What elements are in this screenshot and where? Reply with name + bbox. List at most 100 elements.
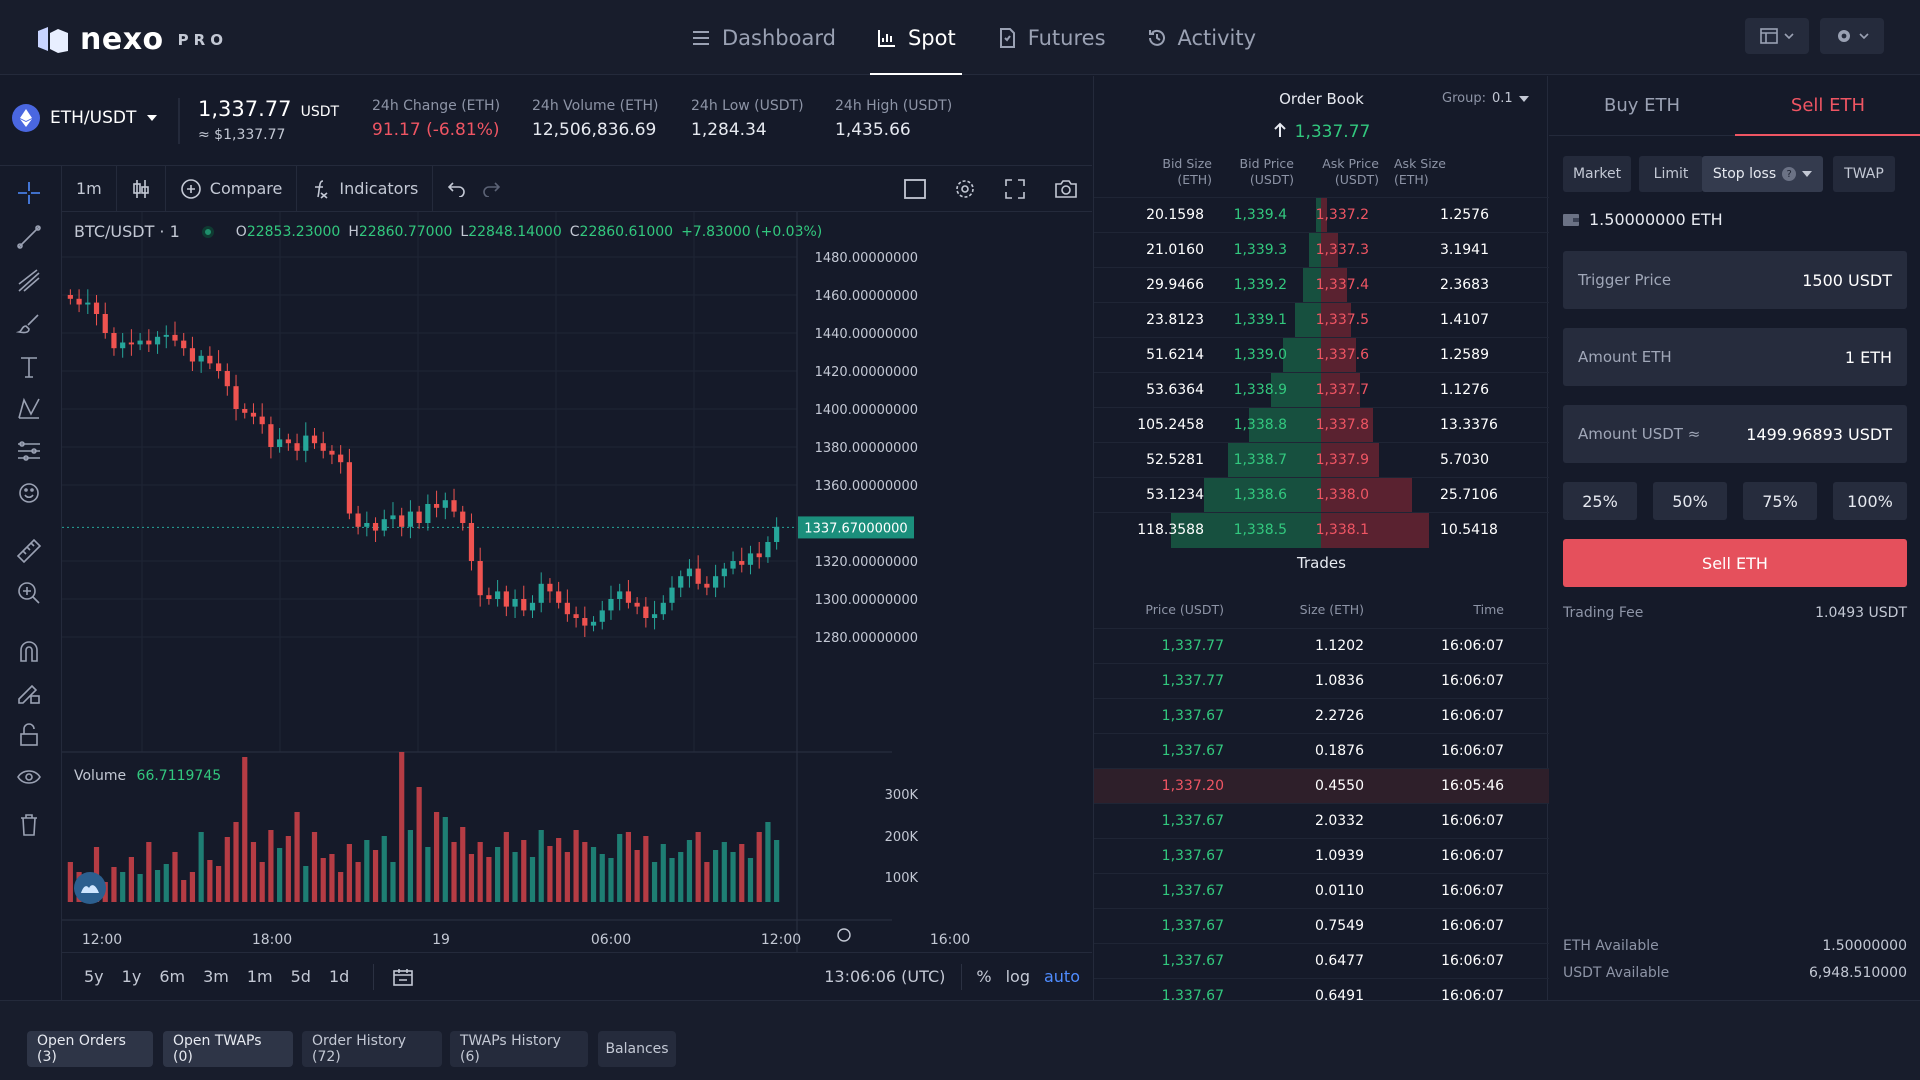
order-book-title: Order Book: [1279, 90, 1364, 108]
lock-tool[interactable]: [12, 718, 46, 752]
tab-balances[interactable]: Balances: [598, 1031, 676, 1067]
price-chart[interactable]: 1480.00000000 1460.00000000 1440.00000000 1…: [62, 212, 1092, 952]
sell-tab[interactable]: Sell ETH: [1735, 76, 1920, 136]
trade-size-cell: 0.7549: [1315, 918, 1364, 934]
nav-label: Dashboard: [722, 25, 836, 50]
redo-button[interactable]: [481, 166, 515, 212]
log-scale-toggle[interactable]: log: [1005, 967, 1030, 986]
bid-depth-bar: [1309, 233, 1321, 268]
fullscreen-rect-button[interactable]: [890, 166, 940, 212]
indicators-button[interactable]: Indicators: [297, 165, 434, 212]
tradingview-logo-icon[interactable]: [74, 872, 106, 904]
trade-price-cell: 1,337.77: [1161, 638, 1224, 654]
order-book-row[interactable]: 51.6214 1,339.0 1,337.6 1.2589: [1094, 337, 1549, 373]
undo-button[interactable]: [433, 166, 481, 212]
pct-75-button[interactable]: 75%: [1743, 482, 1817, 520]
nav-spot[interactable]: Spot: [869, 0, 962, 75]
tab-open-twaps[interactable]: Open TWAPs (0): [163, 1031, 293, 1067]
pair-selector[interactable]: ETH/USDT: [12, 104, 158, 132]
pattern-tool[interactable]: [12, 392, 46, 426]
top-navigation: nexo PRO Dashboard Spot Futures Activity: [0, 0, 1920, 75]
text-tool[interactable]: [12, 350, 46, 384]
candlestick-chart[interactable]: 1480.00000000 1460.00000000 1440.00000000 1…: [62, 212, 1092, 952]
bid-depth-bar: [1271, 373, 1321, 408]
fullscreen-button[interactable]: [990, 166, 1040, 212]
volume-bar: [669, 858, 675, 902]
order-book-row[interactable]: 29.9466 1,339.2 1,337.4 2.3683: [1094, 267, 1549, 303]
range-6m[interactable]: 6m: [159, 967, 186, 986]
percent-scale-toggle[interactable]: %: [976, 967, 992, 986]
ruler-tool[interactable]: [12, 534, 46, 568]
pct-25-button[interactable]: 25%: [1563, 482, 1637, 520]
candle-body: [364, 523, 370, 527]
settings-button[interactable]: [1820, 18, 1884, 54]
order-book-row[interactable]: 118.3588 1,338.5 1,338.1 10.5418: [1094, 512, 1549, 548]
trigger-price-field[interactable]: Trigger Price 1500 USDT: [1563, 251, 1907, 309]
available-balance: 1.50000000 ETH: [1563, 210, 1723, 229]
layout-button[interactable]: [1745, 18, 1809, 54]
interval-selector[interactable]: 1m: [62, 165, 117, 212]
range-1d[interactable]: 1d: [328, 967, 350, 986]
order-book-row[interactable]: 53.6364 1,338.9 1,337.7 1.1276: [1094, 372, 1549, 408]
stat-24h-change: 24h Change (ETH) 91.17 (-6.81%): [372, 98, 500, 140]
fib-tool[interactable]: [12, 264, 46, 298]
buy-tab[interactable]: Buy ETH: [1549, 76, 1735, 136]
order-book-row[interactable]: 20.1598 1,339.4 1,337.2 1.2576: [1094, 197, 1549, 233]
utc-clock[interactable]: 13:06:06 (UTC): [824, 967, 946, 986]
ask-size-cell: 10.5418: [1440, 522, 1498, 538]
nav-futures[interactable]: Futures: [996, 0, 1106, 75]
chart-settings-button[interactable]: [940, 166, 990, 212]
help-icon[interactable]: ?: [1782, 167, 1797, 181]
ask-size-cell: 1.4107: [1440, 312, 1489, 328]
delete-tool[interactable]: [12, 808, 46, 842]
chart-type-button[interactable]: [117, 165, 166, 212]
order-book-row[interactable]: 53.1234 1,338.6 1,338.0 25.7106: [1094, 477, 1549, 513]
order-type-twap[interactable]: TWAP: [1833, 156, 1895, 192]
tab-order-history[interactable]: Order History (72): [302, 1031, 442, 1067]
range-3m[interactable]: 3m: [203, 967, 229, 986]
prediction-tool[interactable]: [12, 434, 46, 468]
candles-icon: [132, 179, 149, 198]
amount-eth-field[interactable]: Amount ETH 1 ETH: [1563, 328, 1907, 386]
range-1m[interactable]: 1m: [246, 967, 273, 986]
visibility-tool[interactable]: [12, 760, 46, 794]
pattern-icon: [18, 397, 40, 419]
chevron-down-icon: [1859, 33, 1869, 39]
price-tick-label: 1320.00000000: [815, 555, 918, 570]
nav-activity[interactable]: Activity: [1146, 0, 1256, 75]
range-5y[interactable]: 5y: [84, 967, 104, 986]
range-1y[interactable]: 1y: [121, 967, 142, 986]
order-book-row[interactable]: 21.0160 1,339.3 1,337.3 3.1941: [1094, 232, 1549, 268]
compare-button[interactable]: Compare: [166, 165, 298, 212]
screenshot-button[interactable]: [1040, 166, 1092, 212]
emoji-tool[interactable]: [12, 476, 46, 510]
range-5d[interactable]: 5d: [290, 967, 311, 986]
order-type-market[interactable]: Market: [1563, 156, 1631, 192]
date-range-icon[interactable]: [392, 967, 414, 987]
tab-twaps-history[interactable]: TWAPs History (6): [450, 1031, 588, 1067]
crosshair-tool[interactable]: [12, 176, 46, 210]
order-type-stop-loss[interactable]: Stop loss ?: [1702, 156, 1823, 192]
volume-bar: [277, 848, 283, 902]
group-selector[interactable]: Group: 0.1: [1442, 91, 1529, 106]
trade-row: 1,337.67 2.0332 16:06:07: [1094, 803, 1549, 838]
logo[interactable]: nexo PRO: [36, 22, 228, 57]
bid-price-cell: 1,338.7: [1233, 452, 1287, 468]
brush-tool[interactable]: [12, 306, 46, 340]
sell-eth-button[interactable]: Sell ETH: [1563, 539, 1907, 587]
zoom-tool[interactable]: [12, 576, 46, 610]
lock-drawing-tool[interactable]: [12, 676, 46, 710]
trade-price-cell: 1,337.67: [1161, 918, 1224, 934]
auto-scale-toggle[interactable]: auto: [1043, 967, 1080, 986]
nav-dashboard[interactable]: Dashboard: [690, 0, 836, 75]
order-type-limit[interactable]: Limit: [1639, 156, 1703, 192]
magnet-tool[interactable]: [12, 634, 46, 668]
tab-open-orders[interactable]: Open Orders (3): [27, 1031, 153, 1067]
pct-100-button[interactable]: 100%: [1833, 482, 1907, 520]
amount-usdt-field[interactable]: Amount USDT ≈ 1499.96893 USDT: [1563, 405, 1907, 463]
pct-50-button[interactable]: 50%: [1653, 482, 1727, 520]
order-book-row[interactable]: 52.5281 1,338.7 1,337.9 5.7030: [1094, 442, 1549, 478]
order-book-row[interactable]: 105.2458 1,338.8 1,337.8 13.3376: [1094, 407, 1549, 443]
trendline-tool[interactable]: [12, 220, 46, 254]
order-book-row[interactable]: 23.8123 1,339.1 1,337.5 1.4107: [1094, 302, 1549, 338]
